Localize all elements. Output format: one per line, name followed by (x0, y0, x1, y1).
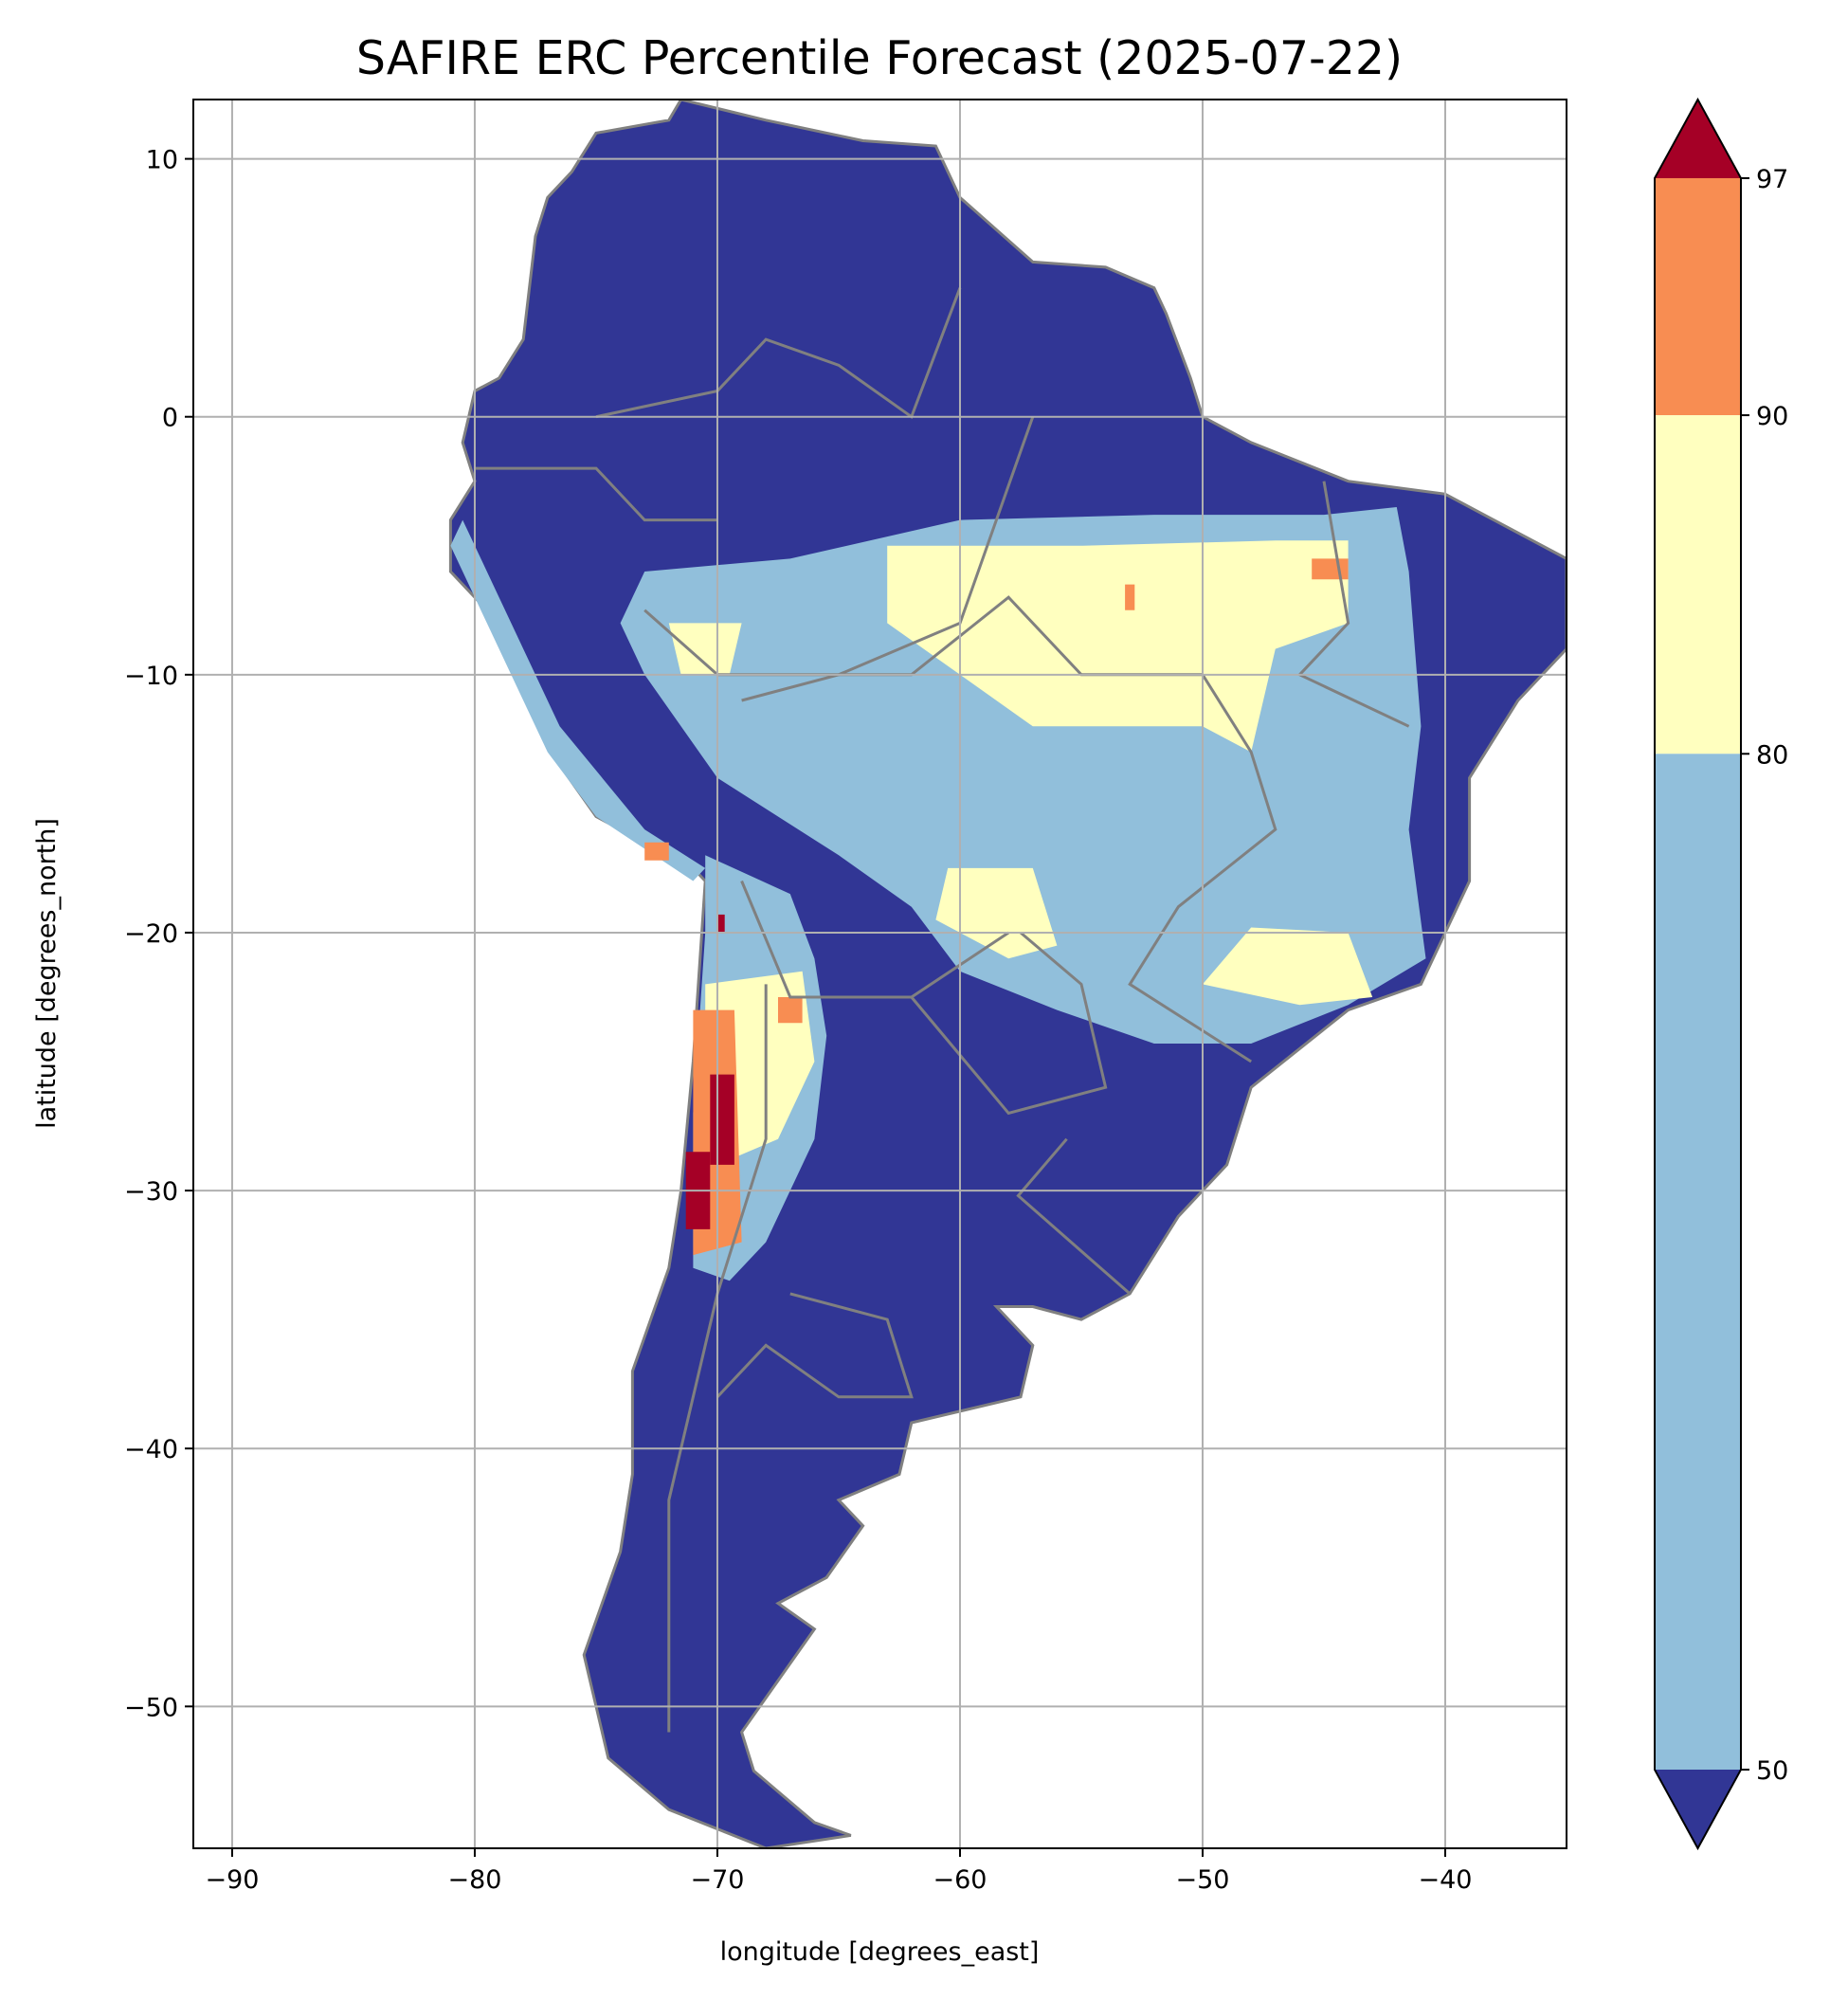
colorbar-tick-label: 90 (1756, 402, 1788, 431)
x-axis: −90 −80 −70 −60 −50 −40 (205, 1848, 1472, 1895)
axes-frame (192, 99, 1567, 1849)
colorbar-extend-below-50 (1655, 1770, 1741, 1848)
colorbar: 50 80 90 97 (1654, 97, 1788, 1851)
colorbar-segment-50-80 (1655, 754, 1741, 1770)
region-90-97 (778, 997, 803, 1024)
region-80-90 (935, 867, 1058, 959)
y-tick-label: 0 (162, 404, 178, 433)
region-80-90 (1203, 927, 1373, 1006)
region-80-90 (887, 540, 1349, 753)
colorbar-tick-label: 97 (1756, 165, 1788, 194)
y-tick-label: −10 (124, 662, 178, 691)
y-tick-label: −20 (124, 919, 178, 949)
colorbar-extend-above-97 (1655, 100, 1741, 178)
colorbar-segment-80-90 (1655, 415, 1741, 754)
chart-title: SAFIRE ERC Percentile Forecast (2025-07-… (356, 31, 1403, 85)
region-80-90 (668, 623, 742, 675)
country-border (595, 287, 962, 420)
x-axis-label: longitude [degrees_east] (720, 1937, 1040, 1967)
map-area (448, 100, 1567, 1848)
country-border (741, 416, 1035, 702)
x-tick-label: −80 (447, 1865, 501, 1895)
x-tick-label: −70 (690, 1865, 744, 1895)
country-border (910, 931, 1108, 1116)
colorbar-segment-90-97 (1655, 178, 1741, 416)
region-50-80-coast (450, 519, 706, 881)
x-tick-label: −90 (205, 1865, 259, 1895)
country-border (1128, 674, 1277, 1063)
y-tick-label: 10 (146, 146, 178, 175)
colorbar-tick-label: 50 (1756, 1756, 1788, 1786)
y-tick-label: −40 (124, 1435, 178, 1464)
gridlines (193, 100, 1567, 1848)
country-border (1016, 1137, 1132, 1296)
y-tick-label: −50 (124, 1693, 178, 1722)
x-tick-label: −50 (1175, 1865, 1229, 1895)
country-border (716, 1292, 914, 1399)
region-above-97 (717, 914, 725, 933)
x-tick-label: −40 (1419, 1865, 1473, 1895)
y-axis-label: latitude [degrees_north] (32, 818, 62, 1129)
region-90-97 (1312, 558, 1349, 580)
colorbar-tick-label: 80 (1756, 740, 1788, 770)
region-90-97 (1125, 584, 1135, 610)
y-axis: 10 0 −10 −20 −30 −40 −50 (124, 146, 193, 1722)
x-tick-label: −60 (933, 1865, 987, 1895)
region-90-97 (644, 842, 669, 861)
country-border (475, 466, 717, 522)
country-border (1296, 481, 1410, 728)
y-tick-label: −30 (124, 1177, 178, 1207)
region-above-97 (710, 1074, 734, 1165)
